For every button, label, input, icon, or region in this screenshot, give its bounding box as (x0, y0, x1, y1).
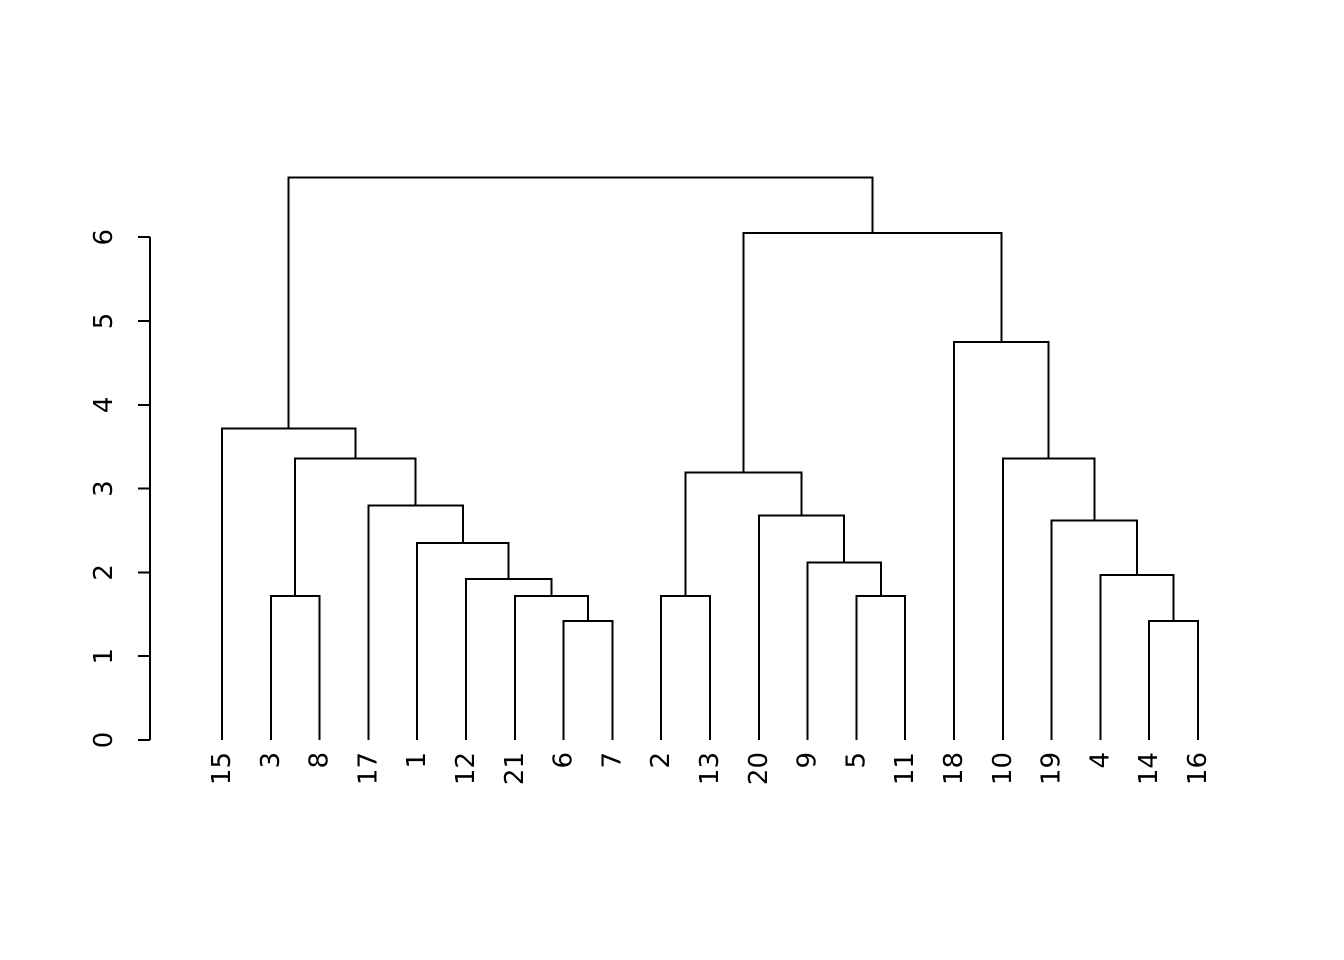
leaf-label: 16 (1183, 752, 1213, 785)
leaf-label: 11 (890, 752, 920, 785)
leaf-label: 5 (841, 752, 871, 769)
cluster-link (684, 471, 803, 596)
cluster-link (221, 427, 357, 740)
leaf-label: 2 (646, 752, 676, 769)
y-axis-tick-label: 2 (89, 564, 119, 581)
y-axis-tick-label: 1 (89, 648, 119, 665)
cluster-link (269, 594, 321, 740)
cluster-link (287, 176, 874, 429)
leaf-label: 10 (988, 752, 1018, 785)
leaf-label: 19 (1037, 752, 1067, 785)
y-axis-tick-label: 3 (89, 480, 119, 497)
y-axis-tick-label: 5 (89, 313, 119, 330)
leaf-label: 14 (1134, 752, 1164, 785)
cluster-link (1001, 457, 1096, 740)
y-axis-tick-label: 0 (89, 732, 119, 749)
leaf-labels: 15 3 8 17 1 12 21 6 7 2 13 20 9 5 11 18 10 19 4 14 16 (207, 752, 1213, 785)
leaf-label: 6 (549, 752, 579, 769)
leaf-label: 21 (500, 752, 530, 785)
cluster-link (757, 514, 846, 740)
leaf-label: 18 (939, 752, 969, 785)
cluster-link (562, 620, 614, 740)
dendrogram-links (221, 176, 1199, 740)
cluster-link (465, 578, 553, 740)
leaf-label: 13 (695, 752, 725, 785)
leaf-label: 3 (256, 752, 286, 769)
cluster-link (367, 504, 464, 740)
cluster-link (855, 594, 907, 740)
leaf-label: 8 (305, 752, 335, 769)
leaf-label: 1 (402, 752, 432, 769)
leaf-label: 4 (1085, 752, 1115, 769)
leaf-label: 9 (793, 752, 823, 769)
leaf-label: 20 (744, 752, 774, 785)
leaf-label: 17 (353, 752, 383, 785)
cluster-link (806, 561, 882, 740)
cluster-link (1099, 573, 1175, 740)
cluster-link (513, 594, 589, 740)
cluster-link (416, 542, 510, 740)
y-axis: 0 1 2 3 4 5 6 (89, 229, 151, 749)
y-axis-tick-label: 6 (89, 229, 119, 246)
cluster-link (742, 232, 1003, 473)
y-axis-tick-label: 4 (89, 397, 119, 414)
cluster-link (953, 340, 1050, 740)
cluster-link (294, 457, 417, 596)
cluster-link (660, 594, 711, 740)
leaf-label: 15 (207, 752, 237, 785)
leaf-label: 12 (451, 752, 481, 785)
leaf-label: 7 (597, 752, 627, 769)
cluster-link (1050, 519, 1138, 740)
cluster-link (1148, 620, 1199, 740)
